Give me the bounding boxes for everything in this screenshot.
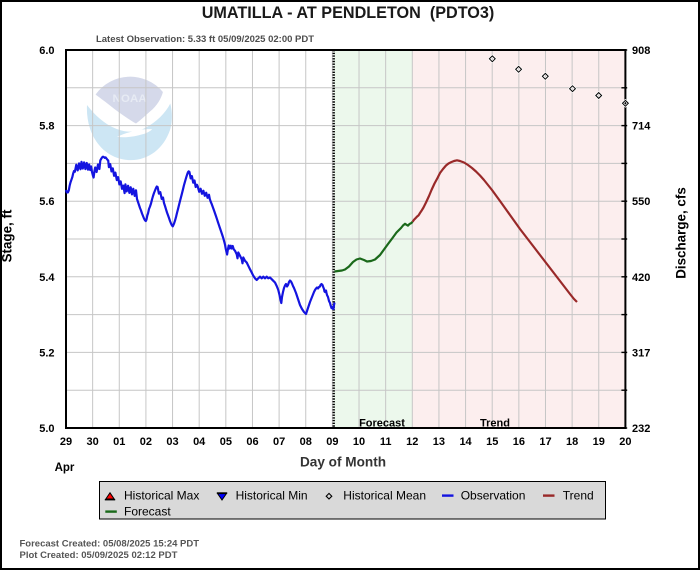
svg-text:19: 19: [593, 436, 605, 448]
svg-text:01: 01: [113, 436, 125, 448]
svg-text:908: 908: [632, 45, 650, 57]
svg-text:6.0: 6.0: [39, 45, 54, 57]
svg-text:Historical Min: Historical Min: [236, 489, 308, 503]
svg-text:16: 16: [513, 436, 525, 448]
svg-text:Historical Mean: Historical Mean: [343, 489, 426, 503]
svg-text:17: 17: [539, 436, 551, 448]
svg-text:5.6: 5.6: [39, 196, 54, 208]
svg-text:11: 11: [380, 436, 392, 448]
svg-text:5.4: 5.4: [39, 272, 55, 284]
svg-text:317: 317: [632, 347, 650, 359]
svg-text:13: 13: [433, 436, 445, 448]
svg-text:05: 05: [220, 436, 232, 448]
svg-text:07: 07: [273, 436, 285, 448]
svg-text:03: 03: [166, 436, 178, 448]
svg-text:06: 06: [246, 436, 258, 448]
svg-text:10: 10: [353, 436, 365, 448]
svg-text:15: 15: [486, 436, 498, 448]
svg-text:Plot Created: 05/09/2025 02:12: Plot Created: 05/09/2025 02:12 PDT: [20, 550, 178, 561]
svg-text:04: 04: [193, 436, 206, 448]
svg-text:UMATILLA - AT PENDLETON (PDTO: UMATILLA - AT PENDLETON (PDTO3): [202, 4, 495, 22]
svg-text:5.0: 5.0: [39, 423, 54, 435]
svg-text:5.2: 5.2: [39, 347, 54, 359]
svg-text:5.8: 5.8: [39, 121, 54, 133]
svg-text:Stage, ft: Stage, ft: [0, 209, 15, 262]
svg-text:20: 20: [619, 436, 631, 448]
svg-text:NOAA: NOAA: [113, 93, 147, 105]
svg-text:30: 30: [87, 436, 99, 448]
svg-text:14: 14: [459, 436, 472, 448]
svg-text:232: 232: [632, 423, 650, 435]
svg-text:29: 29: [60, 436, 72, 448]
svg-text:12: 12: [406, 436, 418, 448]
svg-text:550: 550: [632, 196, 650, 208]
svg-text:08: 08: [300, 436, 312, 448]
svg-text:Forecast Created: 05/08/2025 1: Forecast Created: 05/08/2025 15:24 PDT: [20, 539, 200, 550]
svg-text:Forecast: Forecast: [359, 418, 405, 430]
svg-text:09: 09: [326, 436, 338, 448]
svg-text:714: 714: [632, 121, 651, 133]
svg-text:Day of Month: Day of Month: [300, 455, 386, 470]
svg-text:18: 18: [566, 436, 578, 448]
svg-text:420: 420: [632, 272, 650, 284]
svg-text:Latest Observation: 5.33 ft 05: Latest Observation: 5.33 ft 05/09/2025 0…: [96, 34, 314, 45]
svg-text:Apr: Apr: [55, 462, 75, 474]
svg-text:Discharge, cfs: Discharge, cfs: [674, 187, 689, 279]
svg-text:02: 02: [140, 436, 152, 448]
svg-text:Trend: Trend: [480, 418, 510, 430]
svg-text:Historical Max: Historical Max: [124, 489, 199, 503]
svg-text:Trend: Trend: [563, 489, 594, 503]
svg-text:Observation: Observation: [461, 489, 526, 503]
svg-text:Forecast: Forecast: [124, 505, 171, 519]
